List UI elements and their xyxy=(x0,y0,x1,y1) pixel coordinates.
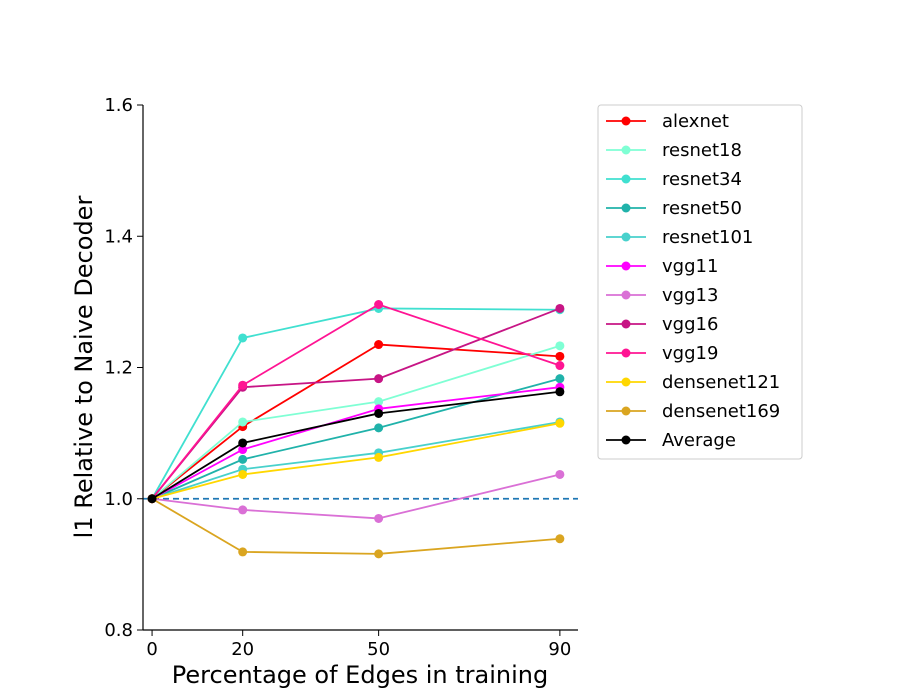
legend-item: vgg16 xyxy=(606,314,718,335)
data-point xyxy=(238,333,248,343)
legend-frame xyxy=(597,104,803,460)
data-point xyxy=(374,374,384,384)
data-point xyxy=(555,341,565,351)
series-line xyxy=(151,390,560,500)
legend-label: alexnet xyxy=(662,111,729,132)
legend-swatch-marker xyxy=(621,116,631,126)
y-axis-title: l1 Relative to Naive Decoder xyxy=(70,196,98,539)
legend-label: resnet18 xyxy=(662,140,742,161)
series-line xyxy=(151,386,560,500)
legend-item: densenet169 xyxy=(606,401,780,422)
legend-swatch-marker xyxy=(621,145,631,155)
series-vgg13 xyxy=(147,469,565,523)
legend-label: densenet121 xyxy=(662,372,780,393)
data-point xyxy=(238,438,248,448)
legend-item: Average xyxy=(606,430,736,451)
data-point xyxy=(555,534,565,544)
data-point xyxy=(555,374,565,384)
data-point xyxy=(238,454,248,464)
data-point xyxy=(238,417,248,427)
series-line xyxy=(151,344,561,500)
y-tick-label: 0.8 xyxy=(104,620,133,641)
legend-item: resnet50 xyxy=(606,198,742,219)
series-line xyxy=(151,421,561,500)
data-point xyxy=(374,408,384,418)
legend-label: resnet50 xyxy=(662,198,742,219)
y-tick-label: 1.2 xyxy=(104,358,133,379)
legend-label: densenet169 xyxy=(662,401,780,422)
series-line xyxy=(151,473,561,520)
legend-label: vgg13 xyxy=(662,285,718,306)
data-point xyxy=(555,351,565,361)
series-line xyxy=(151,307,560,500)
legend-swatch-marker xyxy=(621,232,631,242)
legend-swatch-marker xyxy=(621,261,631,271)
data-point xyxy=(555,469,565,479)
data-point xyxy=(374,549,384,559)
axes-layer xyxy=(142,105,578,631)
data-point xyxy=(374,340,384,350)
data-point xyxy=(238,445,248,455)
legend-item: resnet34 xyxy=(606,169,742,190)
data-point xyxy=(555,418,565,428)
legend-label: resnet34 xyxy=(662,169,742,190)
legend: alexnet resnet18 resnet34 resnet50 resnet101… xyxy=(597,104,803,460)
legend-item: vgg13 xyxy=(606,285,718,306)
legend-label: vgg16 xyxy=(662,314,718,335)
legend-swatch-marker xyxy=(621,377,631,387)
data-point xyxy=(374,452,384,462)
series-vgg19 xyxy=(147,300,565,504)
legend-label: vgg19 xyxy=(662,343,718,364)
data-point xyxy=(374,397,384,407)
x-tick-label: 90 xyxy=(548,639,571,660)
legend-item: resnet101 xyxy=(606,227,753,248)
x-tick-label: 50 xyxy=(367,639,390,660)
x-tick-label: 0 xyxy=(146,639,157,660)
data-point xyxy=(147,494,157,504)
series-line xyxy=(151,343,560,500)
x-tick-label: 20 xyxy=(231,639,254,660)
series-line xyxy=(151,377,561,500)
legend-label: resnet101 xyxy=(662,227,753,248)
legend-swatch-marker xyxy=(621,203,631,213)
series-line xyxy=(151,497,560,555)
data-point xyxy=(555,303,565,313)
y-tick-label: 1.0 xyxy=(104,489,133,510)
data-point xyxy=(238,469,248,479)
y-tick-label: 1.6 xyxy=(104,95,133,116)
series-vgg11 xyxy=(147,382,565,504)
series-average xyxy=(147,387,565,504)
legend-swatch-marker xyxy=(621,174,631,184)
data-point xyxy=(374,423,384,433)
legend-swatch-marker xyxy=(621,435,631,445)
x-axis-title: Percentage of Edges in training xyxy=(172,661,548,689)
legend-label: Average xyxy=(662,430,736,451)
data-point xyxy=(238,380,248,390)
data-point xyxy=(555,361,565,371)
data-point xyxy=(555,387,565,397)
legend-swatch-marker xyxy=(621,406,631,416)
legend-item: resnet18 xyxy=(606,140,742,161)
legend-item: vgg19 xyxy=(606,343,718,364)
legend-item: densenet121 xyxy=(606,372,780,393)
data-point xyxy=(238,505,248,515)
y-tick-label: 1.4 xyxy=(104,226,133,247)
series-densenet169 xyxy=(147,494,565,559)
legend-swatch-marker xyxy=(621,348,631,358)
data-point xyxy=(374,300,384,309)
legend-swatch-marker xyxy=(621,290,631,300)
data-point xyxy=(374,513,384,523)
legend-swatch-marker xyxy=(621,319,631,329)
series-line xyxy=(151,422,561,500)
series-layer xyxy=(147,300,565,559)
legend-label: vgg11 xyxy=(662,256,718,277)
legend-item: alexnet xyxy=(606,111,729,132)
data-point xyxy=(238,547,248,557)
ticks-layer: 0 20 50 90 0.8 1.0 1.2 1.4 1.6 xyxy=(104,95,571,660)
series-line xyxy=(151,303,561,500)
legend-item: vgg11 xyxy=(606,256,718,277)
series-line xyxy=(151,307,561,500)
